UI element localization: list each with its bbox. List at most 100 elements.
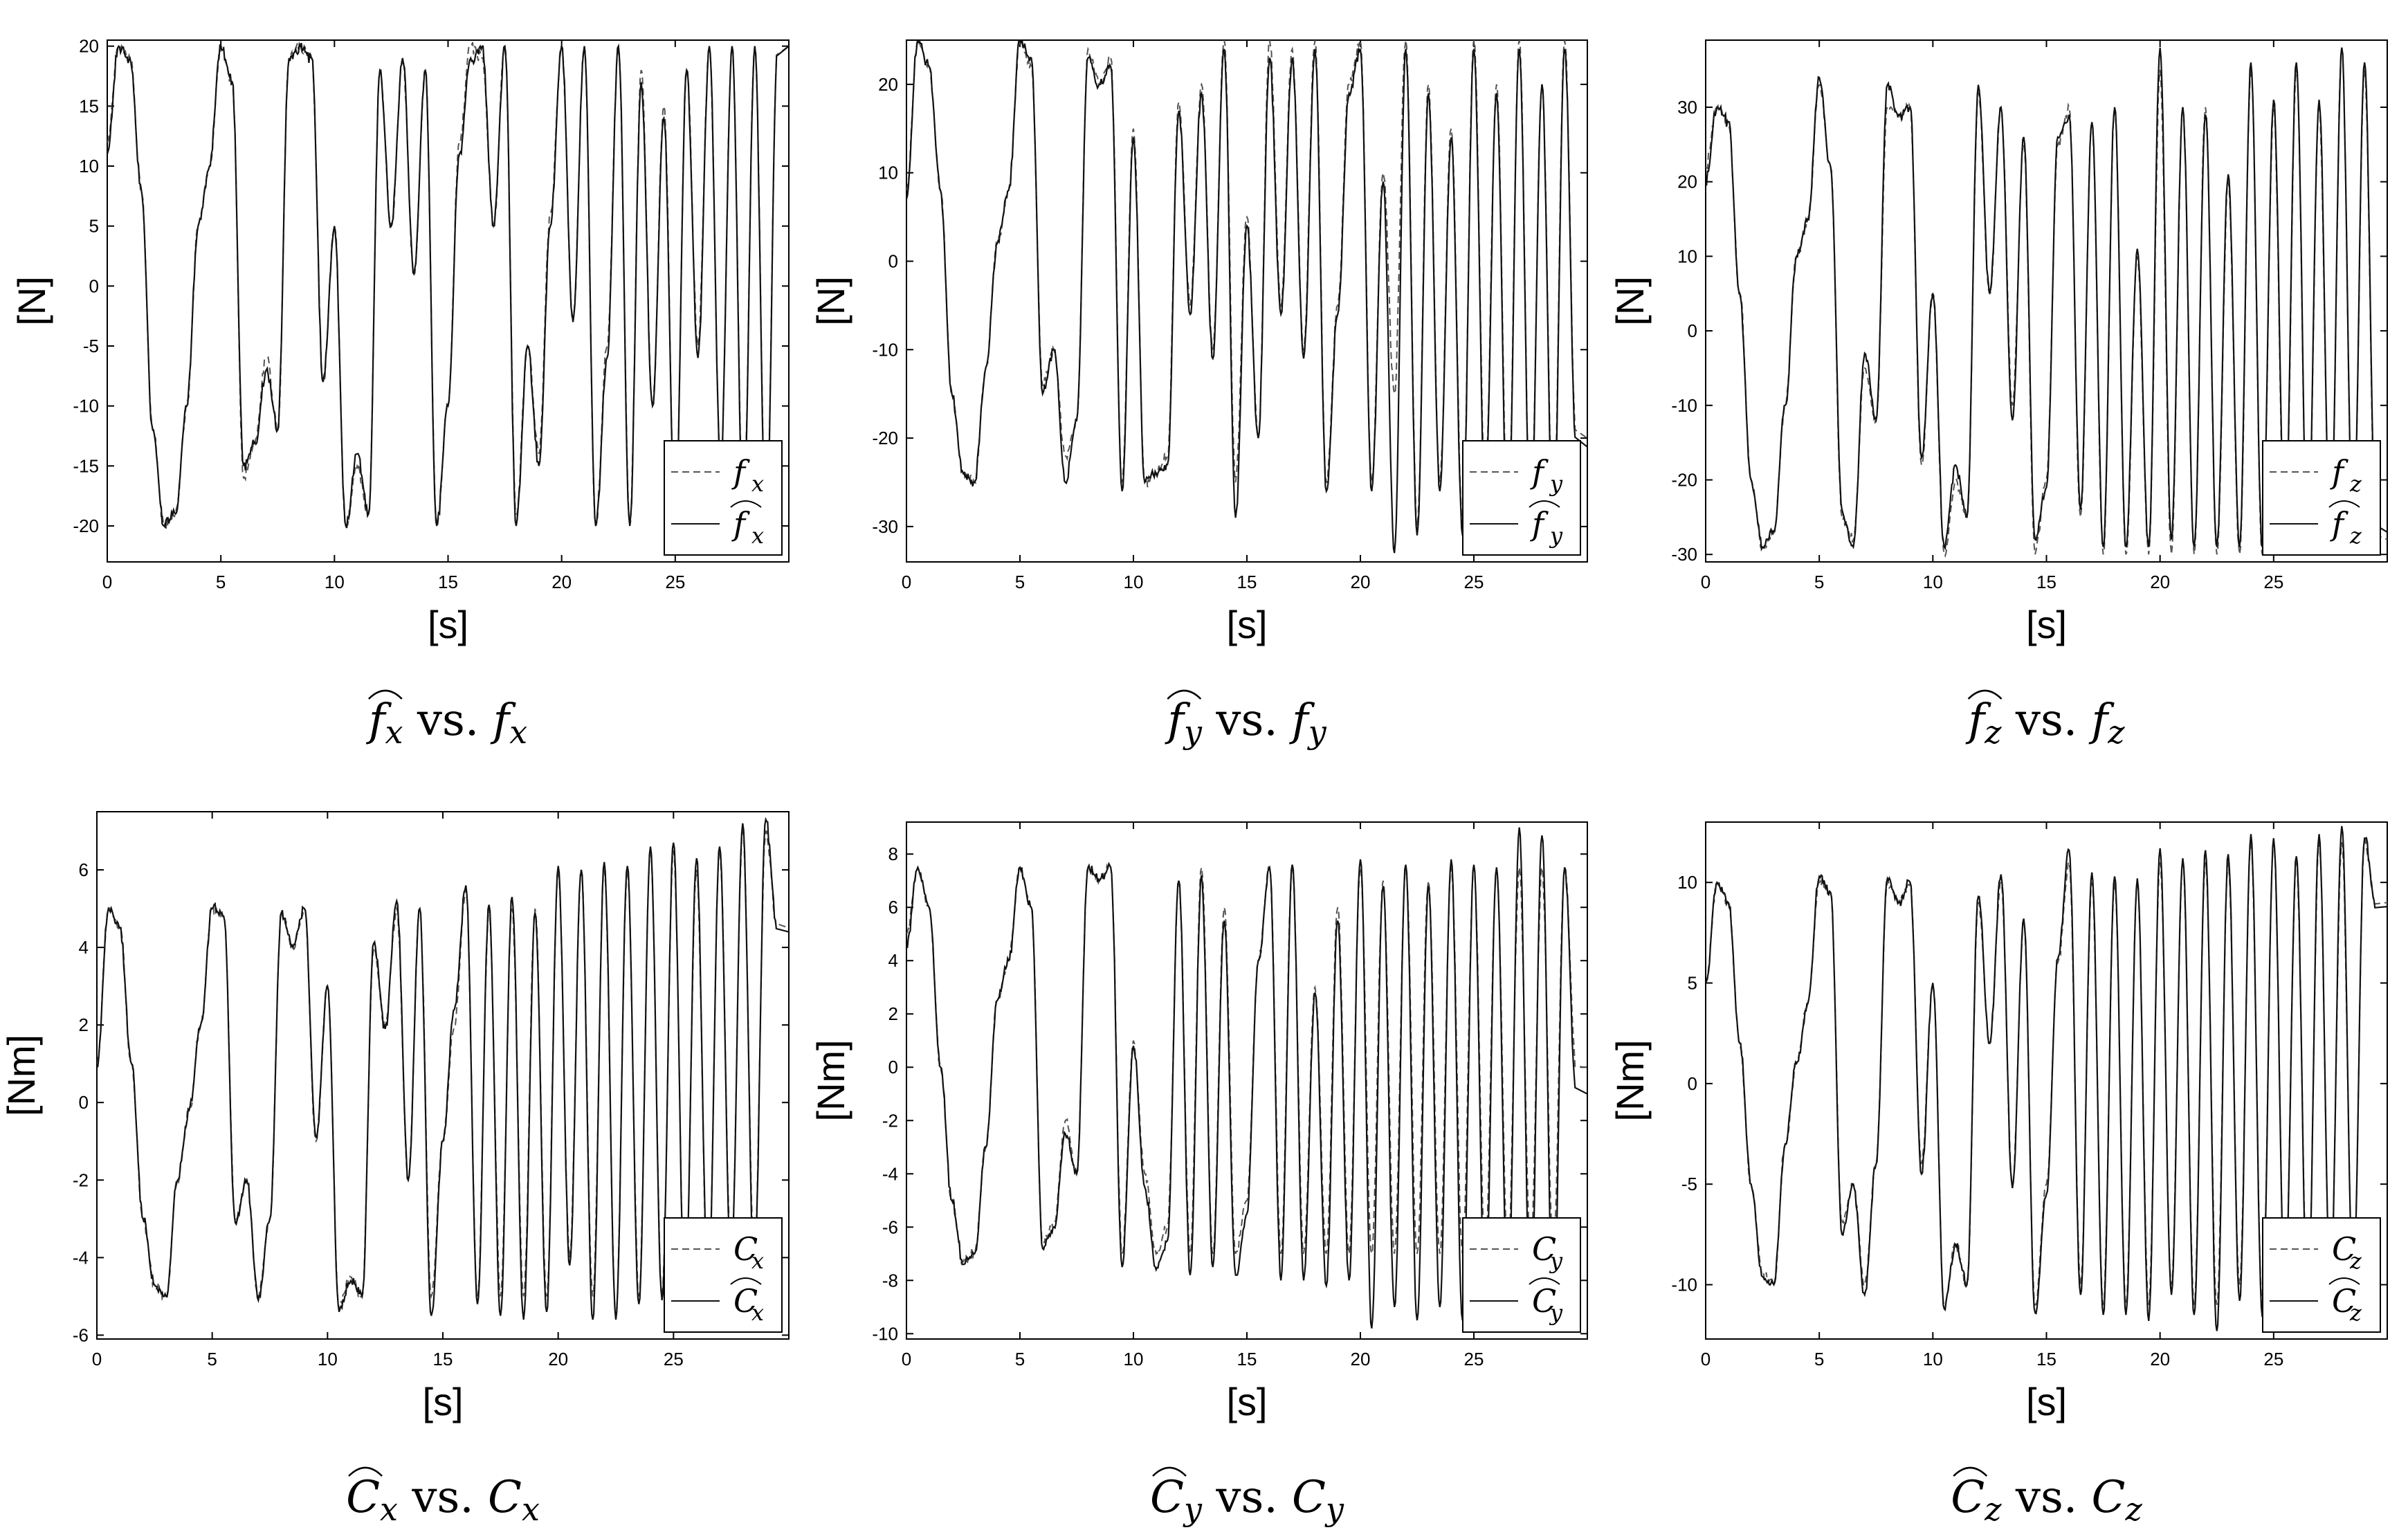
y-tick-label: 20 [1677,172,1697,192]
x-tick-label: 5 [216,572,226,592]
y-tick-label: -30 [1671,544,1697,565]
hat-accent [1529,1277,1560,1285]
legend-label-sub: x [751,1248,764,1274]
hat-accent [2328,500,2360,508]
x-tick-label: 15 [438,572,458,592]
x-axis-label: [s] [1226,603,1267,646]
y-tick-label: -6 [73,1324,89,1345]
hat-accent [730,500,762,508]
panel-caption: Cz vs. Cz [1951,1472,2142,1528]
y-tick-label: 0 [888,1057,898,1077]
y-tick-label: 30 [1677,97,1697,118]
y-tick-label: -10 [872,339,898,360]
y-axis-label: [N] [809,276,852,326]
y-axis-label: [Nm] [0,1035,43,1116]
x-tick-label: 0 [902,572,911,592]
y-tick-label: 6 [888,897,898,918]
y-tick-label: -10 [1671,1275,1697,1295]
y-tick-label: 10 [1677,872,1697,893]
panel-caption: Cy vs. Cy [1150,1472,1344,1528]
y-tick-label: 5 [89,216,99,237]
y-tick-label: -6 [882,1217,898,1237]
x-tick-label: 10 [1923,572,1943,592]
caption-hat-accent [1967,689,2003,700]
x-tick-label: 15 [2036,572,2056,592]
chart-panel-4: 0 5 10 15 20 2586420-2-4-6-8-10[s][Nm]CyCyCy … [809,821,1588,1528]
hat-accent [1529,500,1560,508]
x-tick-label: 0 [1701,572,1711,592]
panel-caption: fx vs. fx [366,695,527,751]
x-tick-label: 20 [1351,1349,1371,1369]
y-tick-label: 8 [888,844,898,864]
y-tick-label: 10 [1677,246,1697,266]
y-tick-label: -4 [882,1163,898,1184]
legend-label-sub: y [1549,522,1563,549]
y-tick-label: -20 [73,516,99,536]
hat-accent [730,1277,762,1285]
y-axis-label: [Nm] [809,1039,852,1121]
legend-label-sub: y [1549,1300,1563,1326]
x-tick-label: 25 [2263,572,2283,592]
legend-label-sub: x [751,471,764,497]
y-axis-label: [N] [10,276,53,326]
y-tick-label: 6 [79,859,89,880]
x-tick-label: 5 [1015,572,1025,592]
y-tick-label: -20 [872,428,898,448]
y-tick-label: -2 [73,1169,89,1190]
x-tick-label: 10 [1923,1349,1943,1369]
x-tick-label: 10 [1124,1349,1144,1369]
x-tick-label: 15 [433,1349,453,1369]
x-axis-label: [s] [1226,1380,1267,1423]
legend-label-sub: x [751,1300,764,1326]
y-tick-label: -4 [73,1247,89,1268]
x-tick-label: 10 [1124,572,1144,592]
x-axis-label: [s] [2026,603,2067,646]
x-tick-label: 25 [2263,1349,2283,1369]
x-tick-label: 25 [665,572,685,592]
legend-label: C [1532,1282,1556,1320]
legend-label-sub: x [751,522,764,549]
legend-label-sub: z [2349,471,2362,497]
panel-caption: fz vs. fz [1966,695,2126,751]
y-tick-label: -20 [1671,470,1697,491]
y-tick-label: 20 [878,74,898,95]
y-tick-label: -5 [1681,1174,1697,1194]
legend-label: C [2332,1230,2356,1268]
legend-label: C [733,1230,758,1268]
x-tick-label: 5 [1814,572,1824,592]
x-tick-label: 5 [1814,1349,1824,1369]
y-tick-label: 4 [79,937,89,958]
panel-caption: Cx vs. Cx [346,1472,540,1528]
y-tick-label: -10 [73,396,99,417]
x-tick-label: 10 [318,1349,338,1369]
x-tick-label: 10 [325,572,345,592]
x-axis-label: [s] [422,1380,463,1423]
y-tick-label: 10 [878,163,898,183]
legend-label-sub: z [2349,1248,2362,1274]
x-tick-label: 0 [92,1349,102,1369]
y-tick-label: 20 [79,36,99,57]
y-tick-label: 2 [888,1003,898,1024]
y-tick-label: -15 [73,455,99,476]
y-axis-label: [Nm] [1608,1039,1652,1121]
y-tick-label: 5 [1688,973,1697,994]
series-line-solid [107,42,789,538]
y-tick-label: 2 [79,1014,89,1035]
y-tick-label: -5 [83,336,99,356]
x-tick-label: 20 [551,572,572,592]
y-tick-label: 15 [79,95,99,116]
y-tick-label: -30 [872,516,898,537]
x-tick-label: 25 [664,1349,684,1369]
y-tick-label: -2 [882,1110,898,1131]
x-tick-label: 0 [902,1349,911,1369]
y-axis-label: [N] [1608,276,1652,326]
y-tick-label: -10 [1671,395,1697,416]
legend-label: C [1532,1230,1556,1268]
x-axis-label: [s] [428,603,468,646]
